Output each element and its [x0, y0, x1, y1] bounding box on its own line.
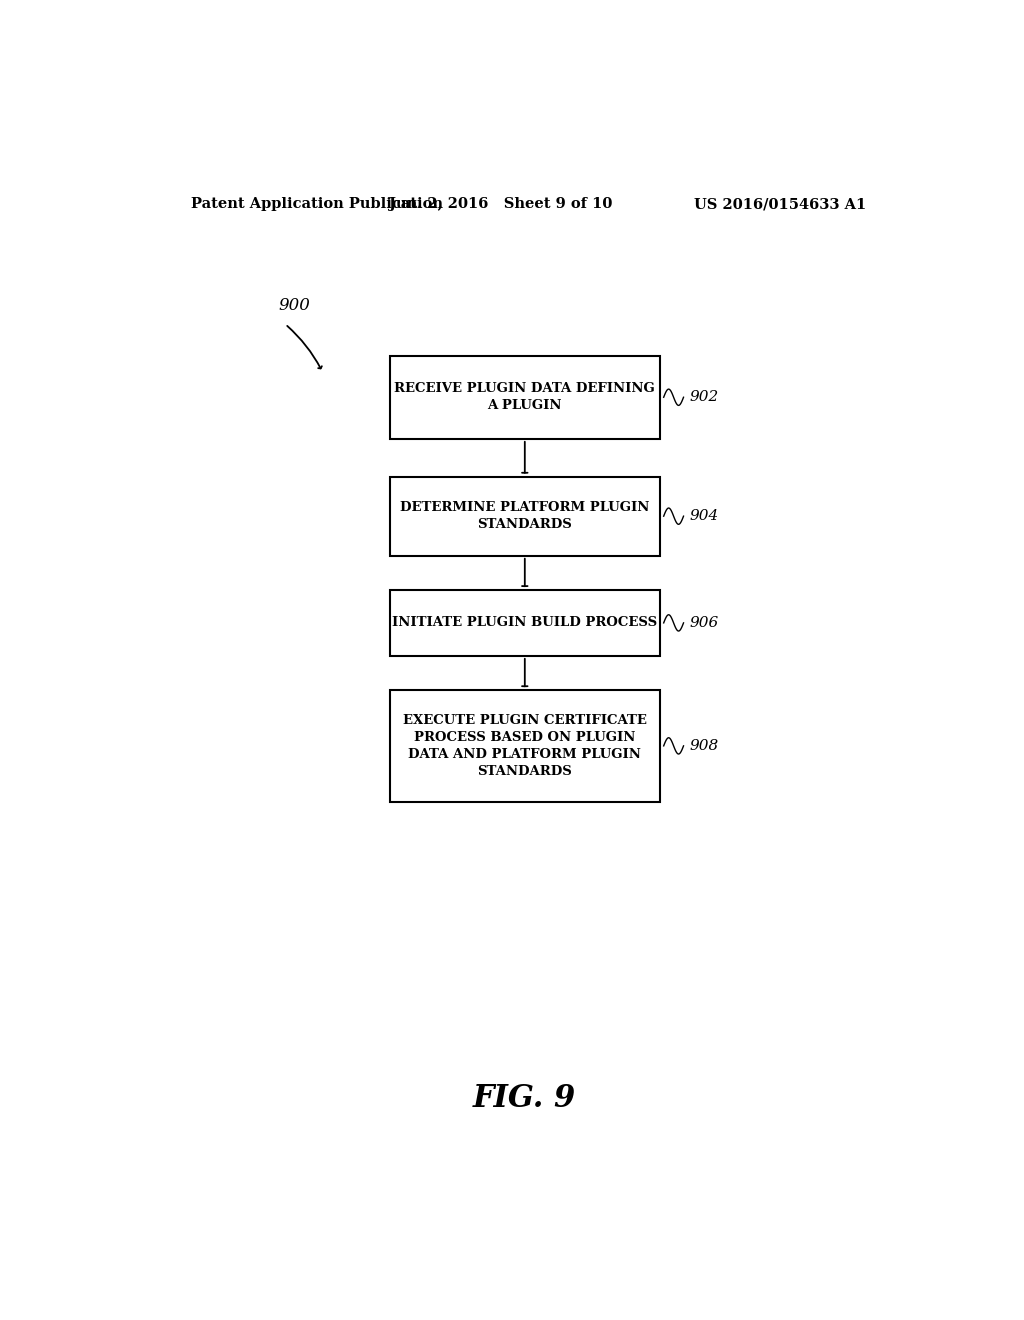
- Bar: [390, 477, 659, 556]
- Text: 908: 908: [690, 739, 719, 752]
- Bar: [390, 590, 659, 656]
- Text: Patent Application Publication: Patent Application Publication: [191, 197, 443, 211]
- Text: 906: 906: [690, 616, 719, 630]
- Text: INITIATE PLUGIN BUILD PROCESS: INITIATE PLUGIN BUILD PROCESS: [392, 616, 657, 630]
- Text: DETERMINE PLATFORM PLUGIN
STANDARDS: DETERMINE PLATFORM PLUGIN STANDARDS: [400, 502, 649, 531]
- Text: FIG. 9: FIG. 9: [473, 1084, 577, 1114]
- Text: 902: 902: [690, 391, 719, 404]
- Text: 904: 904: [690, 510, 719, 523]
- Bar: [390, 355, 659, 440]
- Text: EXECUTE PLUGIN CERTIFICATE
PROCESS BASED ON PLUGIN
DATA AND PLATFORM PLUGIN
STAN: EXECUTE PLUGIN CERTIFICATE PROCESS BASED…: [402, 714, 647, 777]
- Bar: [390, 690, 659, 801]
- Text: US 2016/0154633 A1: US 2016/0154633 A1: [694, 197, 866, 211]
- Text: Jun. 2, 2016   Sheet 9 of 10: Jun. 2, 2016 Sheet 9 of 10: [389, 197, 612, 211]
- Text: RECEIVE PLUGIN DATA DEFINING
A PLUGIN: RECEIVE PLUGIN DATA DEFINING A PLUGIN: [394, 383, 655, 412]
- Text: 900: 900: [279, 297, 310, 314]
